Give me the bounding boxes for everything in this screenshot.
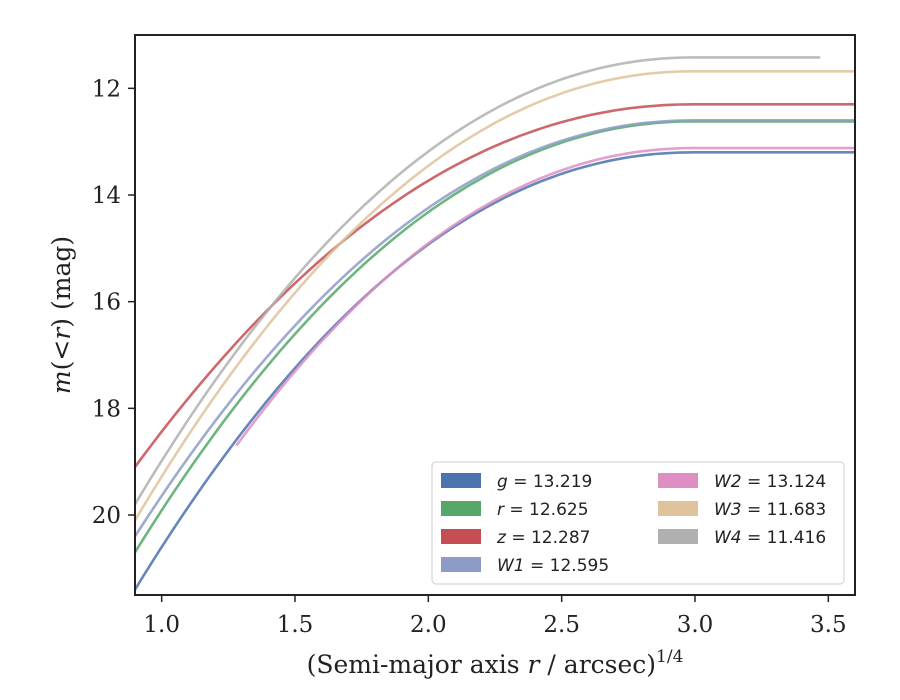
legend-swatch-z (441, 529, 481, 544)
x-axis-label-exponent: 1/4 (656, 647, 683, 667)
x-tick-label: 2.5 (543, 612, 580, 638)
legend-frame (431, 461, 845, 585)
y-tick-label: 18 (92, 396, 121, 422)
y-tick-label: 20 (92, 503, 121, 529)
legend-label-g: g = 13.219 (497, 472, 592, 492)
legend-swatch-w1 (441, 557, 481, 572)
legend-label-w2: W2 = 13.124 (714, 472, 826, 492)
series-layer (133, 56, 855, 591)
y-axis-label: m(<r) (mag) (47, 236, 76, 394)
y-tick-label: 12 (92, 76, 121, 102)
y-axis-label-r: r (47, 326, 76, 340)
x-tick-label: 3.5 (810, 612, 847, 638)
series-line-w1 (133, 119, 855, 538)
legend-label-z: z = 12.287 (496, 528, 590, 548)
series-line-w2 (235, 146, 855, 447)
x-axis-label-var: r (528, 650, 542, 679)
x-axis-label-main: (Semi-major axis (307, 650, 528, 679)
y-axis-label-m: m (47, 370, 76, 394)
plot-frame (134, 34, 856, 596)
x-tick-label: 1.5 (277, 612, 314, 638)
legend-swatch-w4 (658, 529, 698, 544)
legend-label-w4: W4 = 11.416 (714, 528, 826, 548)
series-line-w4 (133, 56, 821, 505)
y-tick-label: 14 (92, 183, 121, 209)
series-line-w3 (133, 70, 855, 521)
legend-swatch-g (441, 473, 481, 488)
y-tick-label: 16 (92, 290, 121, 316)
y-axis-label-rest: ) (mag) (47, 236, 76, 328)
x-tick-label: 2.0 (410, 612, 447, 638)
legend-label-w3: W3 = 11.683 (714, 500, 826, 520)
legend-swatch-r (441, 501, 481, 516)
x-axis-label-rest: / arcsec) (539, 650, 656, 679)
legend-label-w1: W1 = 12.595 (497, 556, 609, 576)
legend-swatch-w3 (658, 501, 698, 516)
legend: g = 13.219 r = 12.625 z = 12.287 W1 = 12.59… (431, 461, 845, 585)
series-line-g (133, 151, 855, 591)
ticks-layer: 1.0 1.5 2.0 2.5 3.0 3.5 12 14 16 18 20 (92, 76, 847, 638)
x-tick-label: 3.0 (677, 612, 714, 638)
legend-label-r: r = 12.625 (497, 500, 589, 520)
legend-swatch-w2 (658, 473, 698, 488)
y-axis-label-open: (< (47, 340, 76, 371)
x-axis-label: (Semi-major axis r / arcsec)1/4 (307, 647, 684, 679)
series-line-z (133, 103, 855, 468)
x-tick-label: 1.0 (143, 612, 180, 638)
